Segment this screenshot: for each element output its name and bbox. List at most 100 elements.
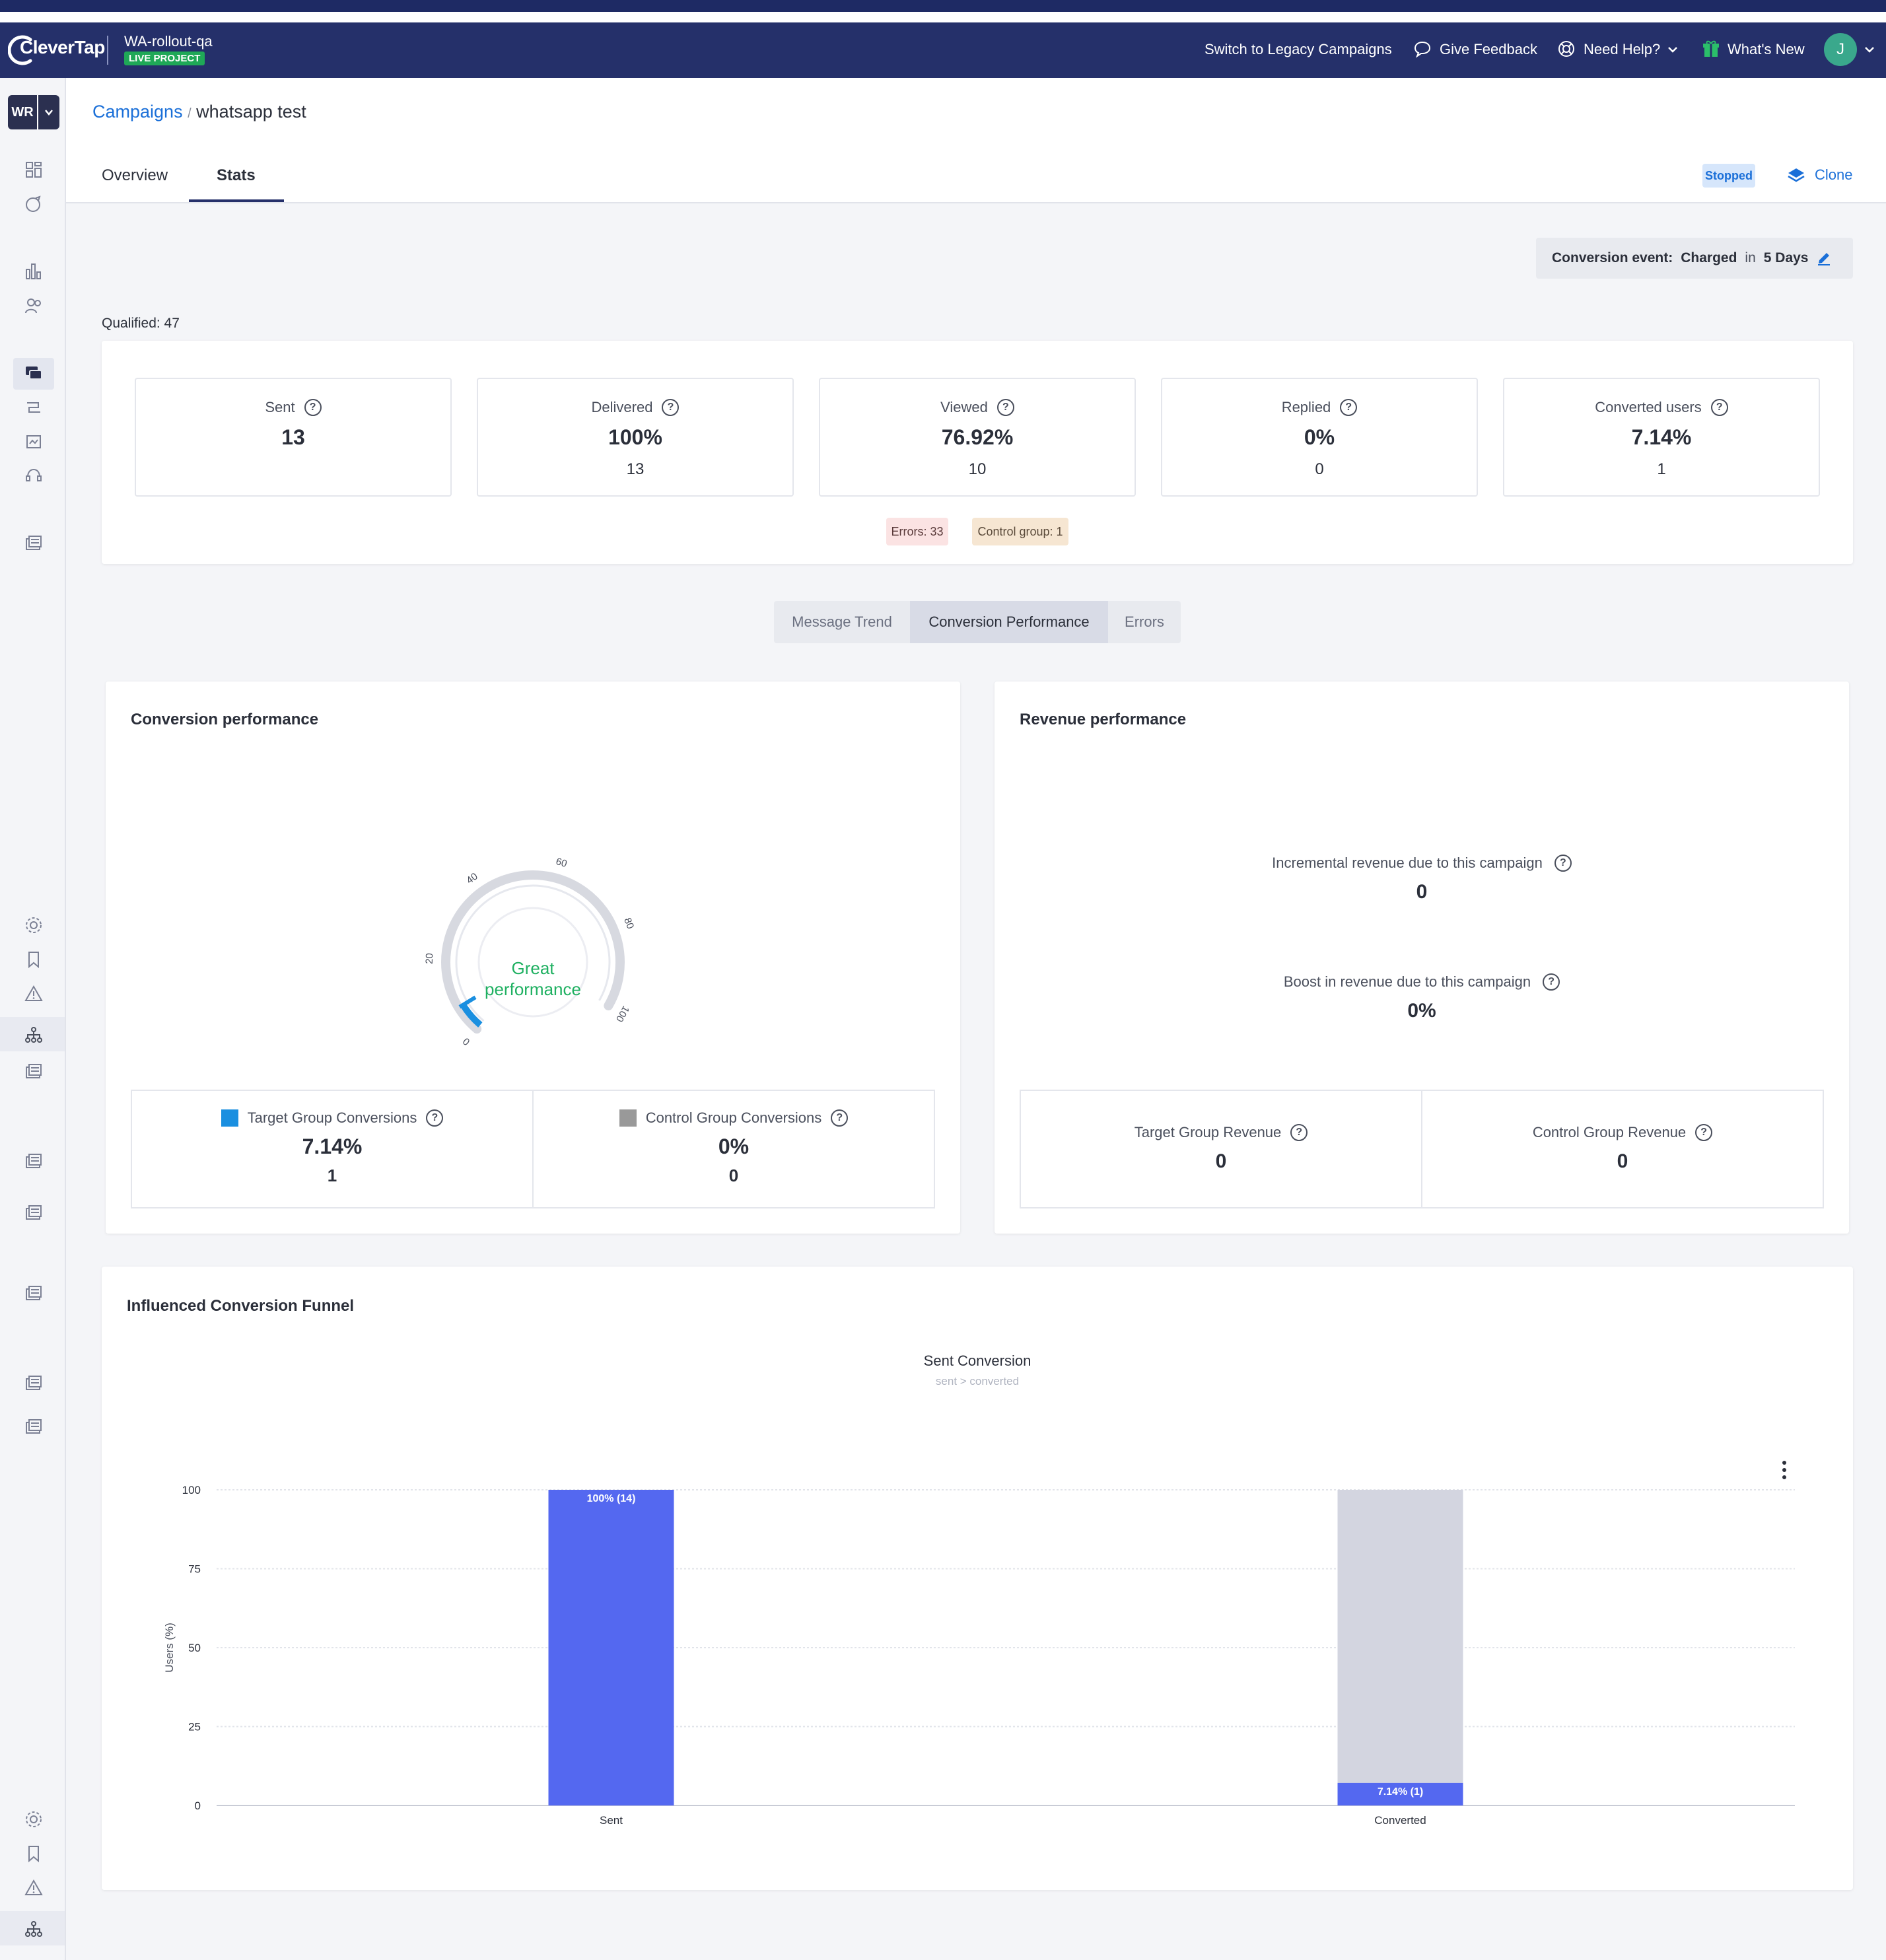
give-feedback-link[interactable]: Give Feedback <box>1440 41 1537 57</box>
warning-icon[interactable] <box>24 984 44 1004</box>
breadcrumb-campaigns-link[interactable]: Campaigns <box>92 102 183 122</box>
tab-errors[interactable]: Errors <box>1125 613 1164 630</box>
help-icon[interactable]: ? <box>1290 1124 1308 1141</box>
metric-viewed-count: 10 <box>968 460 987 478</box>
account-switcher[interactable]: WR <box>8 95 59 129</box>
breadcrumb-separator: / <box>188 106 192 121</box>
funnel-chart-subtitle: sent > converted <box>935 1375 1020 1387</box>
control-group-label: Control Group Conversions <box>645 1109 822 1126</box>
gauge-tick-label: 20 <box>424 953 436 964</box>
chevron-down-icon[interactable] <box>1667 44 1679 55</box>
templates-icon-3[interactable] <box>24 1152 44 1172</box>
bar-remainder <box>1337 1490 1463 1783</box>
revenue-performance-title: Revenue performance <box>1020 711 1187 728</box>
legacy-campaigns-link[interactable]: Switch to Legacy Campaigns <box>1205 41 1392 57</box>
conversion-event-pill[interactable]: Conversion event: Charged in 5 Days <box>1536 238 1853 279</box>
revenue-boost-value: 0% <box>1407 1000 1436 1022</box>
performance-gauge: 0 20 40 60 80 100 <box>424 856 636 1047</box>
help-icon[interactable]: ? <box>662 399 680 416</box>
conversion-event-window: 5 Days <box>1763 250 1809 265</box>
conversion-event-name: Charged <box>1681 250 1737 265</box>
errors-badge[interactable]: Errors: 33 <box>886 518 948 545</box>
help-icon[interactable]: ? <box>1554 855 1572 872</box>
incremental-revenue: Incremental revenue due to this campaign… <box>995 855 1849 903</box>
journeys-icon[interactable] <box>24 398 44 417</box>
engage-icon[interactable] <box>24 194 44 214</box>
help-icon[interactable]: ? <box>1710 399 1728 416</box>
edit-pencil-icon[interactable] <box>1816 250 1832 266</box>
campaigns-icon[interactable] <box>24 363 44 383</box>
target-revenue-value: 0 <box>1215 1150 1227 1172</box>
live-project-badge: LIVE PROJECT <box>124 52 205 65</box>
help-icon[interactable]: ? <box>996 399 1014 416</box>
chat-bubble-icon <box>1413 40 1432 58</box>
project-name[interactable]: WA-rollout-qa <box>124 33 213 50</box>
templates-icon-2[interactable] <box>24 1062 44 1082</box>
y-tick-label: 25 <box>188 1721 201 1733</box>
segments-icon[interactable] <box>24 296 44 316</box>
clevertap-logo-icon[interactable] <box>8 34 40 66</box>
bookmark-icon-bottom[interactable] <box>24 1844 44 1864</box>
help-icon[interactable]: ? <box>426 1109 444 1127</box>
support-icon[interactable] <box>24 466 44 486</box>
account-chevron-down-icon[interactable] <box>38 95 59 129</box>
y-tick-label: 75 <box>188 1563 201 1576</box>
help-icon[interactable]: ? <box>831 1109 849 1127</box>
bar-converted[interactable] <box>1337 1782 1463 1805</box>
dashboard-icon[interactable] <box>24 160 44 180</box>
gauge-tick-label: 60 <box>555 856 569 870</box>
logo-text[interactable]: CleverTap <box>20 37 105 57</box>
account-initials: WR <box>11 105 34 120</box>
breadcrumb-current: whatsapp test <box>196 102 306 122</box>
funnel-bar-chart: 0 25 50 75 100 Users (%) 100% (14) Sent 7.14% (1… <box>163 1484 1795 1827</box>
tab-conversion-performance[interactable]: Conversion Performance <box>910 601 1108 643</box>
target-group-label: Target Group Conversions <box>247 1109 417 1126</box>
templates-icon-4[interactable] <box>24 1203 44 1223</box>
target-group-conversions: Target Group Conversions ? 7.14% 1 <box>132 1091 534 1207</box>
control-group-value: 0% <box>718 1135 750 1158</box>
y-tick-label: 0 <box>195 1800 201 1812</box>
revenue-groups-table: Target Group Revenue ? 0 Control Group R… <box>1020 1090 1824 1208</box>
bookmark-icon[interactable] <box>24 950 44 969</box>
help-icon[interactable]: ? <box>1543 973 1560 991</box>
tab-message-trend[interactable]: Message Trend <box>792 613 892 630</box>
chart-menu-icon[interactable] <box>1776 1458 1792 1482</box>
settings-icon-bottom[interactable] <box>24 1809 44 1829</box>
whats-new-link[interactable]: What's New <box>1728 41 1805 57</box>
templates-icon-7[interactable] <box>24 1417 44 1437</box>
settings-icon[interactable] <box>24 915 44 935</box>
need-help-menu[interactable]: Need Help? <box>1584 41 1661 57</box>
templates-icon-6[interactable] <box>24 1374 44 1393</box>
metric-replied-count: 0 <box>1315 460 1324 478</box>
metric-replied-value: 0% <box>1304 425 1335 449</box>
warning-icon-bottom[interactable] <box>24 1878 44 1898</box>
control-group-badge[interactable]: Control group: 1 <box>972 518 1068 545</box>
templates-icon-5[interactable] <box>24 1284 44 1304</box>
clone-button[interactable]: Clone <box>1815 166 1853 183</box>
analytics-icon[interactable] <box>24 262 44 281</box>
hierarchy-icon[interactable] <box>24 1025 44 1045</box>
control-group-swatch <box>619 1109 637 1127</box>
bar-sent[interactable] <box>548 1490 674 1805</box>
tab-stats[interactable]: Stats <box>217 166 256 184</box>
gauge-tick-label: 80 <box>621 916 636 930</box>
conversion-performance-card: Conversion performance 0 20 40 60 80 100 Grea… <box>106 682 960 1234</box>
help-icon[interactable]: ? <box>304 399 322 416</box>
gauge-inner-ring <box>455 884 611 1022</box>
templates-icon[interactable] <box>24 534 44 553</box>
avatar-chevron-down-icon[interactable] <box>1864 44 1875 55</box>
revenue-boost: Boost in revenue due to this campaign ? … <box>995 973 1849 1022</box>
help-icon[interactable]: ? <box>1695 1124 1713 1141</box>
conversion-groups-table: Target Group Conversions ? 7.14% 1 Contr… <box>131 1090 935 1208</box>
target-group-value: 7.14% <box>302 1135 363 1158</box>
metric-sent-value: 13 <box>281 425 305 449</box>
tab-overview[interactable]: Overview <box>102 166 168 184</box>
gauge-label-line1: Great <box>511 958 555 978</box>
target-group-revenue: Target Group Revenue ? 0 <box>1021 1091 1422 1207</box>
user-avatar[interactable]: J <box>1824 33 1857 66</box>
clone-icon[interactable] <box>1787 166 1805 185</box>
help-icon[interactable]: ? <box>1340 399 1358 416</box>
catalog-icon[interactable] <box>24 432 44 452</box>
lifebuoy-icon <box>1557 40 1576 58</box>
hierarchy-icon-bottom[interactable] <box>24 1919 44 1939</box>
